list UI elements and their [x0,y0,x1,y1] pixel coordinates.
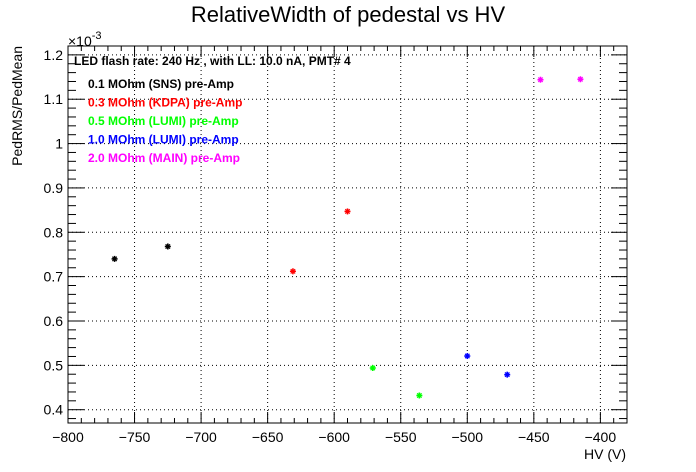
y-tick-label: 1 [55,136,63,152]
y-tick-label: 0.6 [44,313,64,329]
x-tick-label: −450 [518,429,550,445]
x-tick-label: −800 [52,429,84,445]
x-tick-label: −500 [452,429,484,445]
marker-stroke [290,268,296,274]
y-tick-label: 1.2 [44,47,64,63]
data-point [577,76,584,83]
data-points [111,76,584,399]
y-axis-label: PedRMS/PedMean [9,46,25,166]
data-point [369,365,376,372]
marker-stroke [577,76,584,82]
data-point [111,255,118,262]
y-tick-label: 0.8 [44,224,64,240]
legend-entry: 0.5 MOhm (LUMI) pre-Amp [88,114,239,128]
marker-stroke [111,256,118,262]
x-tick-label: −600 [318,429,350,445]
y-tick-label: 0.5 [44,357,64,373]
legend-entry: 1.0 MOhm (LUMI) pre-Amp [88,133,239,147]
y-tick-label: 0.7 [44,269,64,285]
marker-stroke [370,365,376,371]
y-multiplier-base: ×10 [68,33,92,49]
x-axis-label: HV (V) [584,446,626,462]
marker-stroke [165,243,171,250]
y-tick-label: 0.9 [44,180,64,196]
data-point [416,392,423,399]
legend-entry: 0.1 MOhm (SNS) pre-Amp [88,77,234,91]
x-tick-label: −650 [252,429,284,445]
data-point [164,243,171,250]
y-multiplier-exponent: -3 [92,30,102,42]
data-point [504,371,511,378]
data-point [464,353,471,360]
x-tick-label: −550 [385,429,417,445]
legend-entry: 0.3 MOhm (KDPA) pre-Amp [88,96,242,110]
marker-stroke [416,392,422,399]
x-tick-label: −700 [185,429,217,445]
axis-tick-labels: −800 −750 −700 −650 −600 −550 −500 −450 −400 0.4 0… [44,47,617,445]
x-tick-label: −400 [585,429,617,445]
grid [68,46,627,423]
y-axis-multiplier: ×10-3 [68,30,102,49]
marker-stroke [344,208,351,215]
marker-stroke [504,372,510,378]
legend: LED flash rate: 240 Hz , with LL: 10.0 n… [74,54,351,165]
x-tick-label: −750 [119,429,151,445]
data-point [344,208,351,215]
marker-stroke [464,353,470,359]
data-point [289,268,296,275]
legend-header: LED flash rate: 240 Hz , with LL: 10.0 n… [74,54,351,68]
chart-title: RelativeWidth of pedestal vs HV [190,2,506,27]
marker-stroke [537,77,544,83]
y-tick-label: 1.1 [44,91,64,107]
y-tick-label: 0.4 [44,402,64,418]
legend-entry: 2.0 MOhm (MAIN) pre-Amp [88,151,240,165]
data-point [537,76,544,83]
axis-ticks [67,46,628,423]
